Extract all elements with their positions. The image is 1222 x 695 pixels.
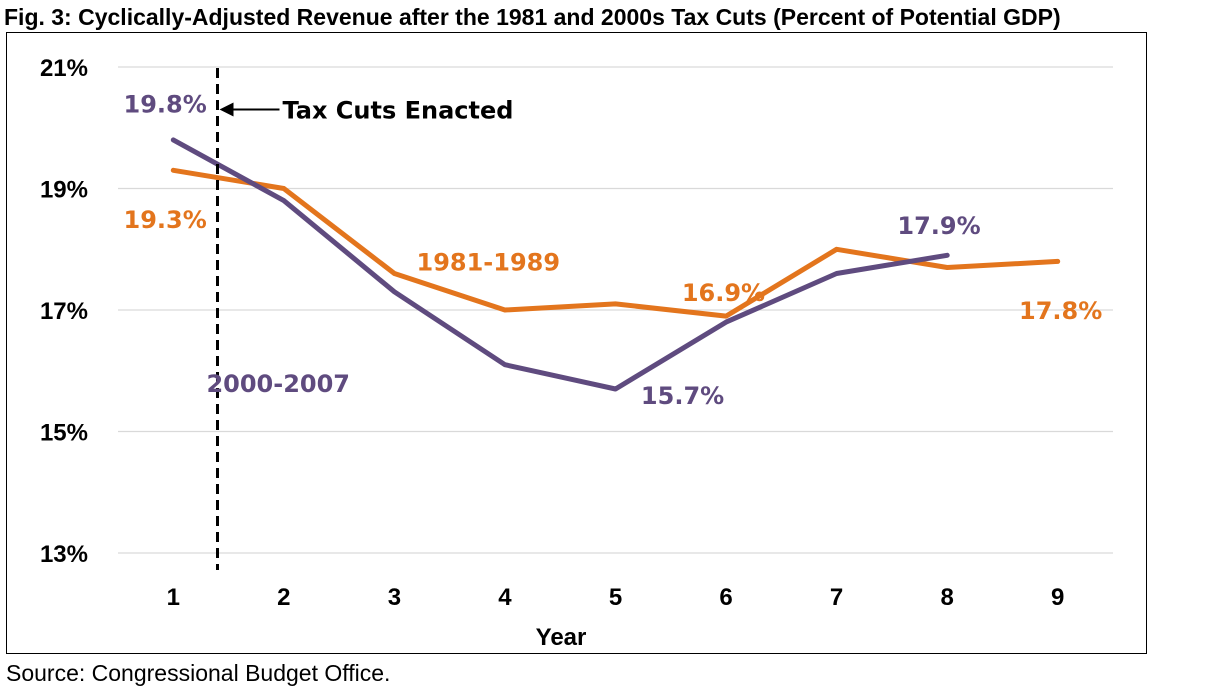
- y-tick-label: 17%: [40, 298, 88, 325]
- y-tick-label: 19%: [40, 177, 88, 204]
- figure-title: Fig. 3: Cyclically-Adjusted Revenue afte…: [4, 4, 1061, 30]
- data-label-p169: 16.9%: [682, 279, 765, 307]
- series-line-1981-1989: [170, 167, 1061, 319]
- data-point: [613, 301, 618, 307]
- gridlines: [118, 66, 1113, 554]
- source-note: Source: Congressional Budget Office.: [6, 660, 391, 686]
- tax-cut-marker: [216, 68, 280, 570]
- marker-arrow-head: [219, 102, 234, 117]
- data-label-p157: 15.7%: [641, 382, 724, 410]
- annotations: Tax Cuts Enacted 1981-1989 2000-2007 19.8% 1…: [124, 90, 1103, 410]
- x-tick-label: 6: [719, 584, 732, 611]
- data-point: [392, 289, 397, 294]
- data-point: [723, 319, 729, 325]
- data-point: [281, 186, 287, 191]
- data-point: [171, 137, 176, 143]
- data-point: [944, 253, 950, 258]
- x-tick-label: 3: [388, 584, 401, 611]
- data-point: [613, 386, 618, 392]
- x-axis-label: Year: [536, 624, 587, 651]
- y-tick-label: 15%: [40, 420, 88, 447]
- series-line-2000-2007: [170, 137, 950, 392]
- data-point: [171, 168, 176, 173]
- x-tick-label: 5: [609, 584, 622, 611]
- data-label-p178: 17.8%: [1019, 297, 1102, 325]
- x-tick-label: 2: [277, 584, 290, 611]
- data-point: [944, 265, 950, 270]
- y-tick-label: 21%: [40, 55, 88, 82]
- x-tick-label: 8: [940, 584, 953, 611]
- data-label-series-1981: 1981-1989: [417, 248, 561, 276]
- x-tick-label: 7: [830, 584, 843, 611]
- data-point: [1055, 259, 1060, 264]
- x-tick-label: 1: [167, 584, 180, 611]
- annotation-tax-cuts-enacted: Tax Cuts Enacted: [283, 97, 514, 125]
- series-group: [170, 137, 1061, 392]
- data-point: [281, 198, 287, 203]
- x-tick-label: 9: [1051, 584, 1064, 611]
- data-point: [392, 271, 397, 276]
- data-point: [834, 271, 839, 276]
- data-point: [502, 307, 508, 313]
- data-label-p198: 19.8%: [124, 90, 207, 118]
- data-label-p179: 17.9%: [897, 212, 980, 240]
- data-label-p193: 19.3%: [124, 206, 207, 234]
- chart-frame: [6, 32, 1147, 654]
- x-axis-ticks: 1 2 3 4 5 6 7 8 9: [167, 584, 1065, 611]
- data-label-series-2000: 2000-2007: [206, 370, 350, 398]
- y-axis-ticks: 13% 15% 17% 19% 21%: [40, 55, 88, 568]
- data-point: [834, 247, 839, 252]
- x-tick-label: 4: [498, 584, 512, 611]
- y-tick-label: 13%: [40, 541, 88, 568]
- data-point: [723, 313, 729, 319]
- data-point: [502, 362, 508, 367]
